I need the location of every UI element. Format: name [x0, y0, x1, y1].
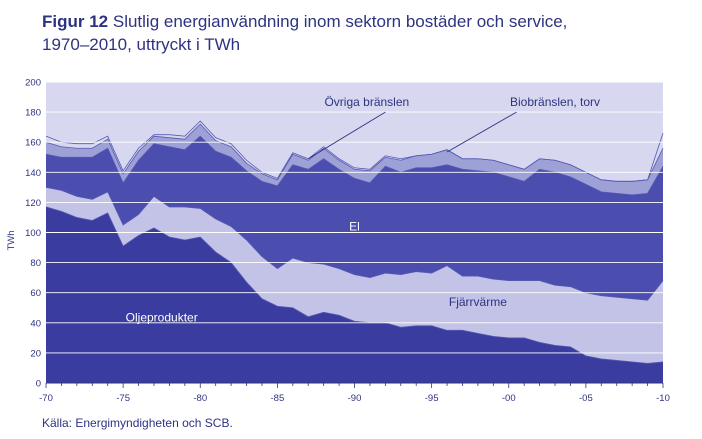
y-tick-label: 40 — [30, 318, 41, 329]
area-edge — [45, 206, 664, 364]
x-tick-label: -85 — [271, 393, 285, 404]
series-areas — [45, 120, 664, 383]
y-tick-label: 180 — [25, 108, 41, 119]
x-tick-labels: -70 -75 -80 -85 -90 -95 -00 -05 -10 — [39, 383, 670, 404]
y-tick-label: 160 — [25, 138, 41, 149]
x-tick-label: -75 — [116, 393, 130, 404]
area-edge — [45, 135, 664, 196]
y-axis-label: TWh — [6, 230, 17, 250]
y-tick-labels: 0 20 40 60 80 100 120 140 160 180 200 — [25, 78, 41, 390]
area-label: Fjärrvärme — [449, 295, 507, 309]
stacked-area-chart: 0 20 40 60 80 100 120 140 160 180 200 -70 -75 -80 -85… — [6, 78, 670, 405]
x-tick-label: -10 — [656, 393, 670, 404]
area-oljeprodukter — [46, 206, 663, 383]
y-tick-label: 20 — [30, 348, 41, 359]
y-tick-label: 0 — [36, 379, 41, 390]
area-fjärrvärme — [46, 187, 663, 364]
y-tick-label: 100 — [25, 228, 41, 239]
y-tick-label: 80 — [30, 258, 41, 269]
figure-title-line1: Figur 12 Slutlig energianvändning inom s… — [42, 10, 692, 33]
area-edge — [45, 120, 664, 182]
area-label: El — [349, 219, 360, 233]
y-tick-label: 60 — [30, 288, 41, 299]
x-tick-label: -00 — [502, 393, 516, 404]
source-note: Källa: Energimyndigheten och SCB. — [42, 416, 233, 430]
y-tick-label: 200 — [25, 78, 41, 89]
y-tick-label: 120 — [25, 198, 41, 209]
annotations: Övriga bränslen Biobränslen, torv — [307, 95, 600, 160]
x-tick-label: -70 — [39, 393, 53, 404]
x-tick-label: -80 — [193, 393, 207, 404]
figure-title-text: Slutlig energianvändning inom sektorn bo… — [112, 12, 568, 31]
area-biobränslen-torv — [46, 124, 663, 195]
area-labels: Oljeprodukter Fjärrvärme El — [126, 219, 508, 324]
y-tick-label: 140 — [25, 168, 41, 179]
figure-number: Figur 12 — [42, 12, 109, 31]
figure-title-line2: 1970–2010, uttryckt i TWh — [42, 35, 241, 54]
gridlines — [46, 81, 663, 384]
figure-title: Figur 12 Slutlig energianvändning inom s… — [42, 10, 692, 56]
annotation-label: Biobränslen, torv — [510, 95, 600, 109]
area-label: Oljeprodukter — [126, 310, 198, 324]
annotation-leader — [307, 111, 386, 160]
x-tick-label: -05 — [579, 393, 593, 404]
x-tick-label: -90 — [348, 393, 362, 404]
annotation-label: Övriga bränslen — [324, 95, 409, 109]
annotation-leader — [446, 111, 517, 153]
x-tick-label: -95 — [425, 393, 439, 404]
